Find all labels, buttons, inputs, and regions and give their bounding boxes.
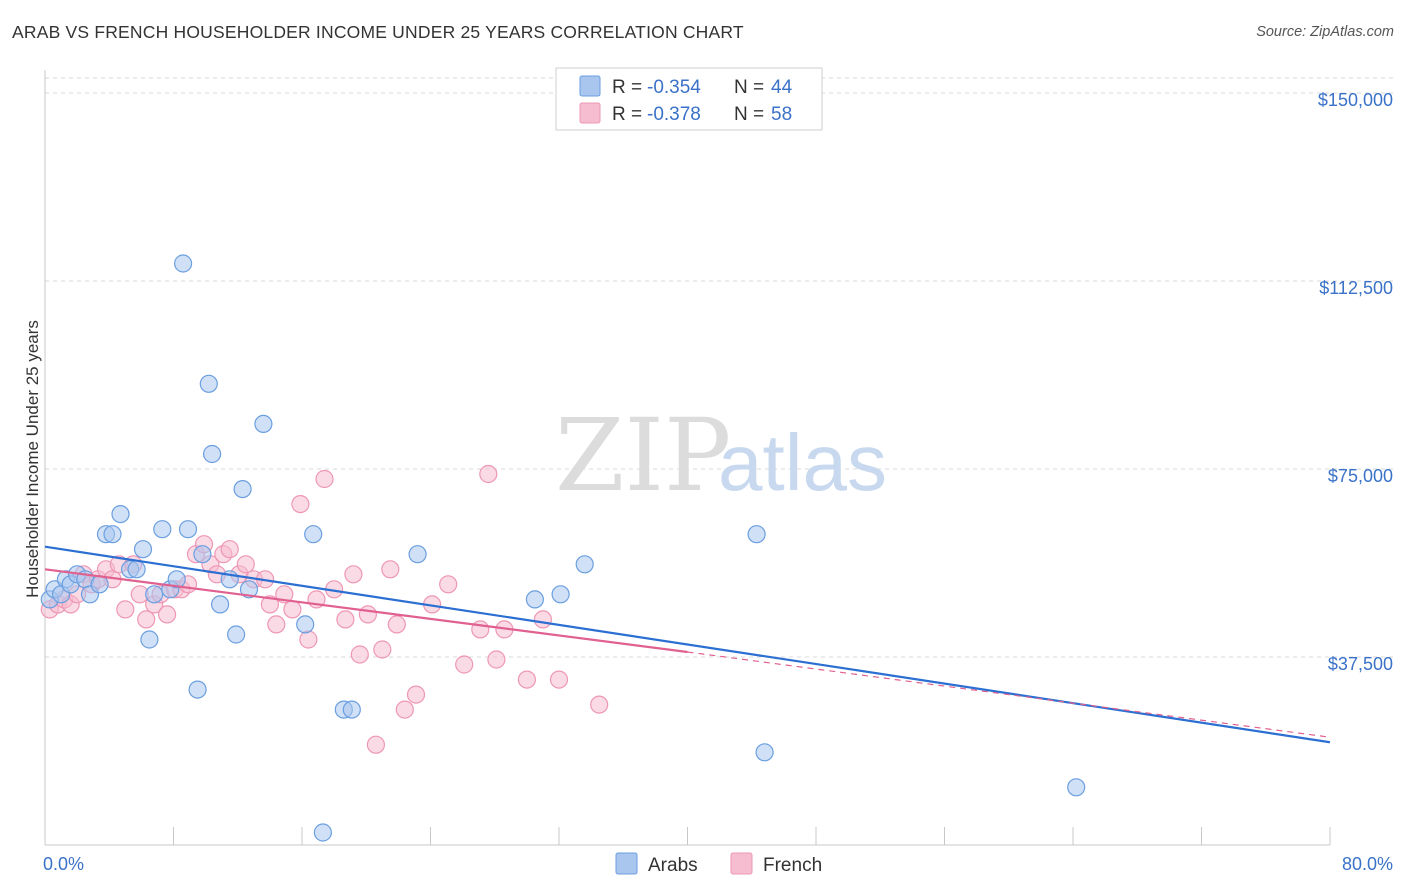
chart-title: ARAB VS FRENCH HOUSEHOLDER INCOME UNDER … — [12, 22, 744, 42]
arabs-point — [133, 540, 153, 559]
legend-swatch-arabs — [579, 75, 601, 97]
french-trend-line-extension — [687, 651, 1331, 738]
watermark: ZIP atlas — [555, 397, 887, 514]
legend-arabs-n-value: 44 — [771, 77, 793, 98]
source-label: Source: ZipAtlas.com — [1256, 24, 1394, 40]
arabs-point — [254, 414, 273, 433]
french-trend-line — [44, 568, 688, 654]
french-point — [283, 600, 302, 619]
french-point — [236, 555, 255, 574]
arabs-point — [233, 480, 252, 499]
arabs-point — [111, 504, 130, 524]
trend-layer — [44, 545, 1331, 744]
legend-french-n-label: N = — [734, 104, 764, 125]
arabs-point — [296, 615, 315, 634]
points-layer — [40, 254, 1086, 842]
bottom-legend: Arabs French — [615, 852, 822, 876]
legend-swatch-french — [579, 102, 601, 124]
arabs-point — [167, 570, 186, 589]
french-point — [315, 469, 334, 489]
arabs-point — [103, 525, 122, 544]
french-point — [158, 605, 177, 624]
french-point — [395, 700, 414, 719]
arabs-point — [203, 444, 222, 464]
watermark-atlas: atlas — [718, 418, 887, 507]
french-point — [406, 685, 426, 704]
french-point — [387, 615, 406, 634]
legend-french-r-value: -0.378 — [647, 104, 701, 125]
french-point — [267, 615, 286, 634]
arabs-point — [755, 743, 774, 762]
arabs-point — [239, 580, 259, 599]
arabs-point — [193, 545, 212, 564]
bottom-legend-swatch-french — [730, 852, 753, 875]
arabs-point — [551, 585, 570, 604]
french-point — [439, 575, 458, 594]
arabs-point — [127, 560, 146, 579]
french-point — [533, 610, 553, 629]
french-point — [366, 735, 385, 754]
x-tick-label-min: 0.0% — [43, 854, 84, 874]
arabs-point — [199, 374, 218, 393]
french-point — [373, 640, 392, 659]
arabs-point — [211, 595, 230, 614]
arabs-point — [145, 585, 164, 604]
french-point — [381, 560, 400, 579]
arabs-point — [153, 520, 172, 539]
bottom-legend-french: French — [763, 855, 822, 876]
french-point — [350, 645, 369, 664]
french-point — [299, 630, 318, 649]
arabs-point — [227, 625, 246, 644]
french-point — [455, 655, 474, 674]
french-point — [590, 695, 609, 714]
arabs-point — [90, 575, 109, 594]
arabs-point — [313, 823, 332, 842]
legend-arabs-r-value: -0.354 — [647, 77, 701, 98]
french-point — [260, 595, 279, 614]
arabs-trend-line — [44, 545, 1331, 744]
french-point — [358, 605, 377, 624]
legend-arabs-r-label: R = — [612, 77, 642, 98]
french-point — [116, 600, 135, 619]
axis-layer: $150,000 $112,500 $75,000 $37,500 0.0% 80.0% — [43, 70, 1393, 874]
arabs-point — [188, 680, 207, 699]
arabs-point — [1067, 778, 1086, 797]
french-point — [291, 495, 310, 514]
arabs-point — [342, 700, 361, 719]
legend: R = -0.354 N = 44 R = -0.378 N = 58 — [555, 67, 823, 131]
arabs-point — [174, 254, 193, 273]
arabs-point — [408, 545, 427, 564]
french-point — [344, 565, 363, 584]
watermark-zip: ZIP — [555, 397, 731, 514]
arabs-point — [525, 590, 545, 609]
arabs-point — [140, 630, 159, 649]
legend-arabs-n-label: N = — [734, 77, 764, 98]
legend-french-n-value: 58 — [771, 104, 792, 125]
bottom-legend-swatch-arabs — [615, 852, 638, 875]
y-tick-label: $112,500 — [1319, 278, 1393, 298]
legend-french-r-label: R = — [612, 104, 642, 125]
french-point — [517, 670, 537, 689]
arabs-point — [178, 520, 198, 539]
y-axis-label: Householder Income Under 25 years — [23, 320, 42, 598]
bottom-legend-arabs: Arabs — [648, 855, 698, 876]
x-tick-label-max: 80.0% — [1342, 854, 1393, 874]
y-tick-label: $37,500 — [1328, 654, 1393, 674]
french-point — [487, 650, 506, 669]
arabs-point — [304, 525, 323, 544]
french-point — [549, 670, 569, 689]
french-point — [479, 464, 498, 484]
french-point — [220, 540, 239, 559]
arabs-point — [747, 525, 766, 544]
french-point — [137, 610, 156, 629]
y-tick-label: $75,000 — [1328, 466, 1393, 486]
french-point — [336, 610, 355, 629]
y-tick-label: $150,000 — [1318, 90, 1393, 110]
arabs-point — [575, 555, 594, 574]
